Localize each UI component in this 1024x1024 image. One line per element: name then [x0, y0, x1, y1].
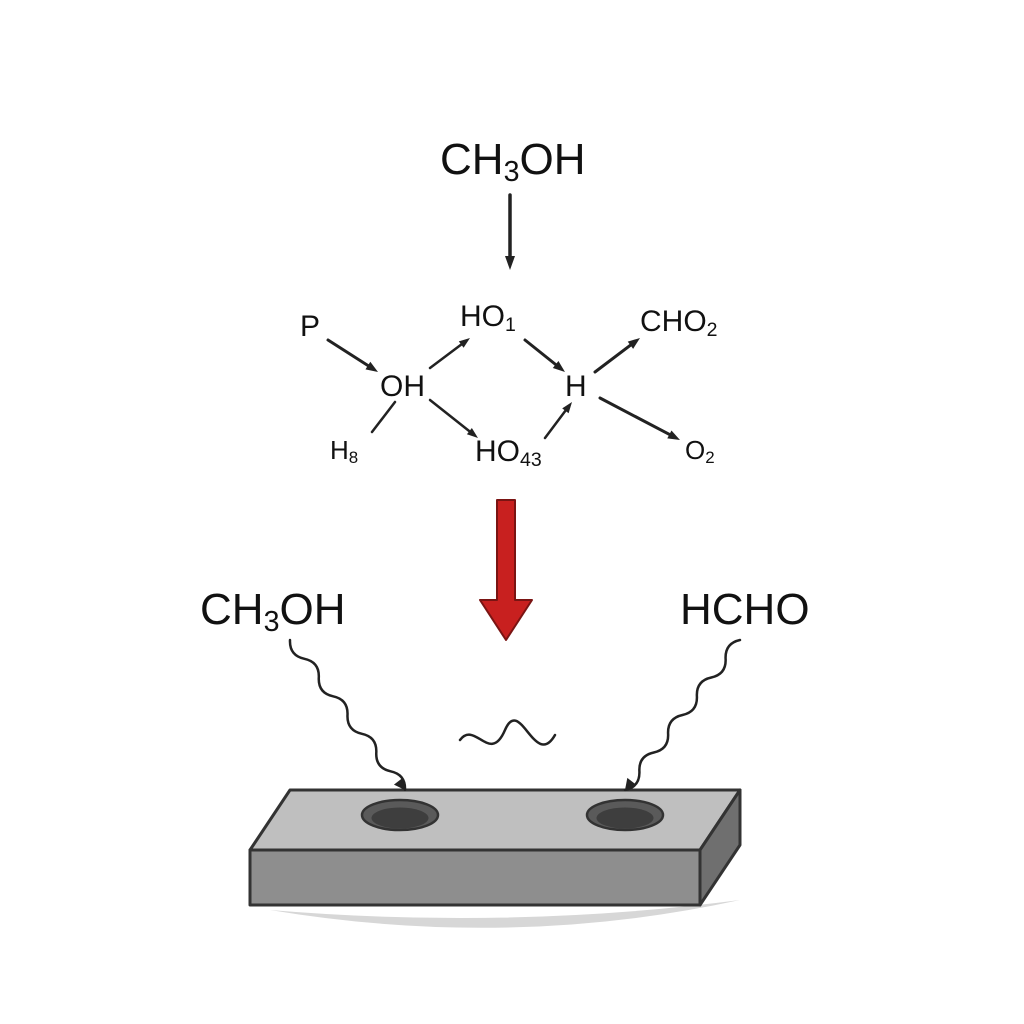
block-top-face	[250, 790, 740, 850]
label-ch3oh-left: CH3OH	[200, 585, 345, 639]
block-front-face	[250, 850, 700, 905]
label-o2: O2	[685, 435, 715, 468]
diagram-stage: CH3OH P HO1 CHO2 OH H H8 HO43 O2 CH3OH H…	[0, 0, 1024, 1024]
label-oh: OH	[380, 370, 425, 404]
label-ho43: HO43	[475, 435, 542, 472]
block-side-face	[700, 790, 740, 905]
squiggle-center	[460, 720, 555, 744]
block-shadow	[270, 900, 740, 928]
squiggle-right	[625, 640, 740, 790]
label-ho1: HO1	[460, 300, 516, 337]
label-hcho-right: HCHO	[680, 585, 810, 635]
label-p: P	[300, 310, 320, 344]
red-down-arrow	[480, 500, 532, 640]
label-cho2: CHO2	[640, 305, 718, 342]
label-ch3oh-top: CH3OH	[440, 135, 585, 189]
squiggle-left	[290, 640, 405, 790]
label-h8: H8	[330, 435, 358, 468]
block-holes	[362, 800, 663, 830]
squiggle-arrowheads	[394, 778, 636, 790]
label-h: H	[565, 370, 587, 404]
